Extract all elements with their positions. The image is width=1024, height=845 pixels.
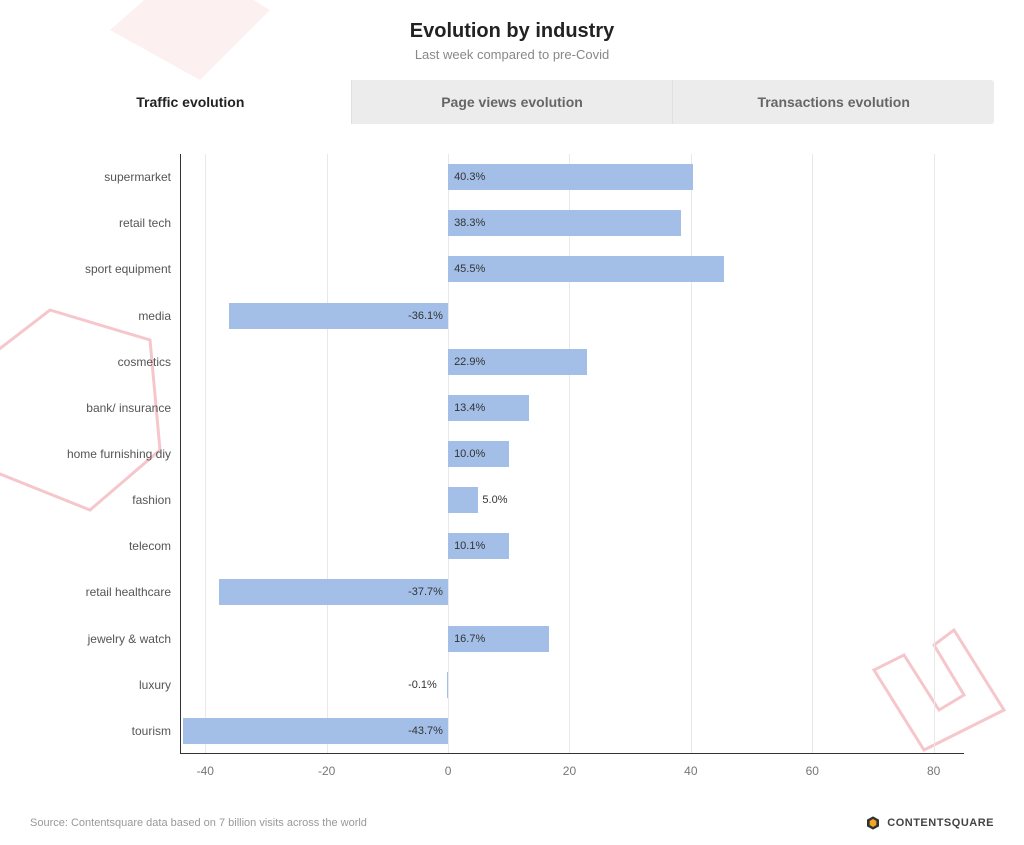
page-title: Evolution by industry	[0, 20, 1024, 43]
bar-value-label: 10.0%	[454, 448, 485, 460]
gridline	[934, 154, 935, 754]
bar-value-label: 45.5%	[454, 263, 485, 275]
bar-value-label: 13.4%	[454, 402, 485, 414]
page-subtitle: Last week compared to pre-Covid	[0, 47, 1024, 62]
bar	[447, 672, 448, 698]
bar	[448, 487, 478, 513]
y-category-label: retail tech	[25, 216, 171, 230]
bar	[448, 256, 724, 282]
bar-value-label: 22.9%	[454, 356, 485, 368]
y-category-label: tourism	[25, 724, 171, 738]
x-tick-label: -20	[318, 764, 335, 778]
plot-area: -40-20020406080supermarket40.3%retail te…	[180, 154, 964, 754]
tab-2[interactable]: Transactions evolution	[673, 80, 994, 124]
brand: CONTENTSQUARE	[865, 815, 994, 831]
x-tick-label: 20	[563, 764, 576, 778]
y-category-label: luxury	[25, 678, 171, 692]
x-tick-label: 60	[806, 764, 819, 778]
y-category-label: media	[25, 309, 171, 323]
gridline	[691, 154, 692, 754]
y-category-label: sport equipment	[25, 262, 171, 276]
y-category-label: bank/ insurance	[25, 401, 171, 415]
gridline	[327, 154, 328, 754]
bar-value-label: 10.1%	[454, 540, 485, 552]
x-tick-label: 40	[684, 764, 697, 778]
gridline	[812, 154, 813, 754]
bar-value-label: 38.3%	[454, 217, 485, 229]
y-category-label: telecom	[25, 539, 171, 553]
chart: -40-20020406080supermarket40.3%retail te…	[30, 144, 994, 794]
bar-value-label: 5.0%	[482, 494, 507, 506]
brand-icon	[865, 815, 881, 831]
bar-value-label: -0.1%	[408, 679, 437, 691]
y-category-label: cosmetics	[25, 355, 171, 369]
bar-value-label: 40.3%	[454, 171, 485, 183]
y-category-label: supermarket	[25, 170, 171, 184]
bar-value-label: -36.1%	[408, 310, 443, 322]
tabs: Traffic evolutionPage views evolutionTra…	[30, 80, 994, 124]
gridline	[205, 154, 206, 754]
tab-1[interactable]: Page views evolution	[352, 80, 674, 124]
gridline	[569, 154, 570, 754]
y-category-label: fashion	[25, 493, 171, 507]
footer: Source: Contentsquare data based on 7 bi…	[30, 815, 994, 831]
bar-value-label: 16.7%	[454, 633, 485, 645]
source-text: Source: Contentsquare data based on 7 bi…	[30, 817, 367, 829]
y-category-label: retail healthcare	[25, 585, 171, 599]
x-tick-label: 0	[445, 764, 452, 778]
x-tick-label: 80	[927, 764, 940, 778]
bar-value-label: -37.7%	[408, 586, 443, 598]
brand-label: CONTENTSQUARE	[887, 817, 994, 829]
x-tick-label: -40	[197, 764, 214, 778]
bar-value-label: -43.7%	[408, 725, 443, 737]
header: Evolution by industry Last week compared…	[0, 0, 1024, 62]
tab-0[interactable]: Traffic evolution	[30, 80, 352, 124]
y-category-label: home furnishing diy	[25, 447, 171, 461]
y-category-label: jewelry & watch	[25, 632, 171, 646]
